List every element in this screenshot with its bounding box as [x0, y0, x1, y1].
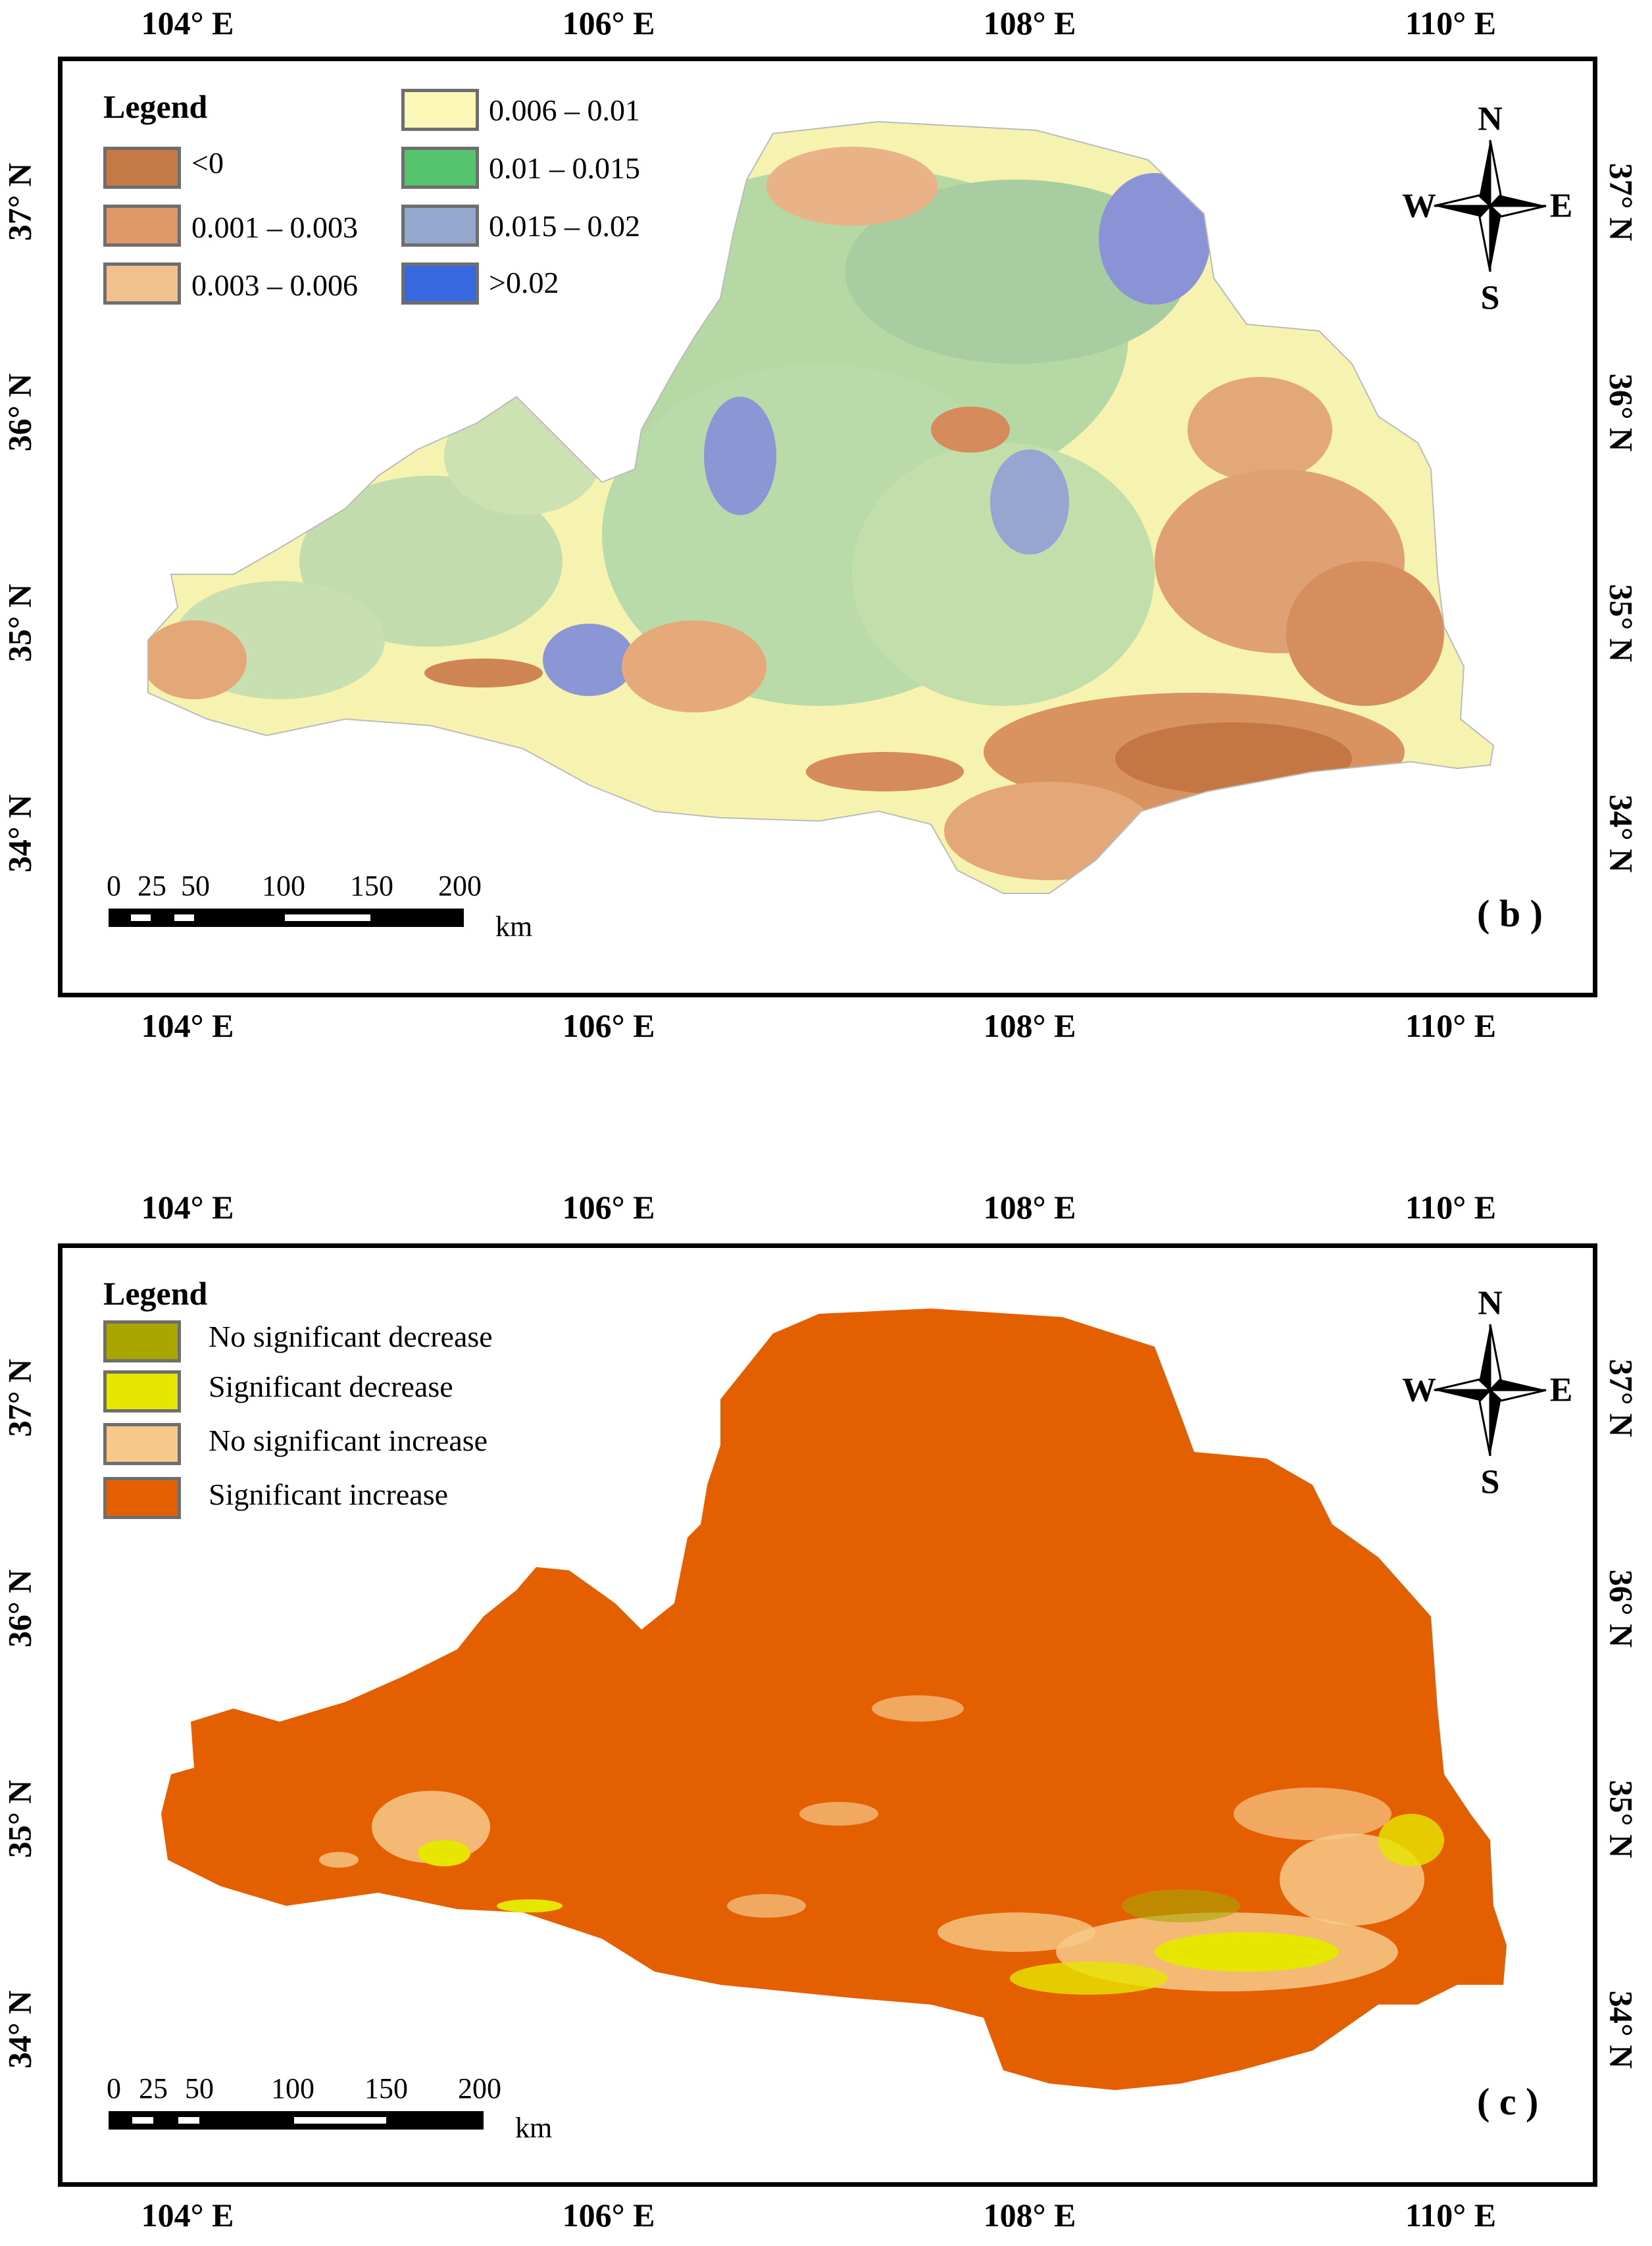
lon-label-108-top-c: 108° E	[983, 1189, 1076, 1226]
scale-bar-b: 0 25 50 100 150 200 km	[102, 869, 589, 961]
scale-unit-label-c: km	[515, 2112, 553, 2144]
lat-label-34-left: 34° N	[1, 794, 38, 873]
scale-tick-150-c: 150	[364, 2072, 408, 2105]
scale-tick-100-c: 100	[271, 2072, 314, 2105]
compass-east-label-c: E	[1549, 1371, 1573, 1409]
legend-label-b-1: 0.001 – 0.003	[191, 211, 358, 244]
north-arrow-b: N S W E	[1402, 100, 1572, 318]
scale-tick-0-c: 0	[107, 2072, 121, 2105]
lat-label-35-left-c: 35° N	[1, 1780, 38, 1859]
lat-label-34-left-c: 34° N	[1, 1990, 38, 2069]
legend-label-b-4: 0.01 – 0.015	[489, 151, 640, 185]
lat-label-36-right-c: 36° N	[1603, 1569, 1640, 1648]
scale-bar-graphic	[109, 909, 464, 927]
legend-swatch-b-1	[103, 205, 181, 247]
lon-label-110-bottom-c: 110° E	[1405, 2197, 1497, 2234]
lat-label-37-right-c: 37° N	[1603, 1359, 1640, 1437]
scale-tick-25: 25	[138, 870, 166, 902]
scale-tick-100: 100	[262, 870, 305, 902]
lon-label-110-top: 110° E	[1405, 5, 1497, 41]
compass-south-label: S	[1480, 279, 1500, 317]
legend-title-c: Legend	[103, 1275, 208, 1312]
scale-bar-graphic-c	[109, 2111, 484, 2130]
scale-tick-0: 0	[107, 870, 121, 902]
legend-swatch-c-1	[103, 1370, 181, 1412]
scale-tick-200-c: 200	[458, 2072, 501, 2105]
panel-label-b: ( b )	[1477, 892, 1543, 935]
north-arrow-c: N S W E	[1402, 1284, 1572, 1502]
lat-label-36-right: 36° N	[1603, 373, 1640, 452]
compass-west-label-c: W	[1402, 1371, 1436, 1409]
scale-tick-50-c: 50	[185, 2072, 214, 2105]
map-panel-c: 104° E 106° E 108° E 110° E 104° E 106° …	[0, 1188, 1652, 2246]
legend-swatch-c-0	[103, 1320, 181, 1362]
map-panel-b: 104° E 106° E 108° E 110° E 104° E 106° …	[0, 0, 1652, 1079]
legend-swatch-b-3	[401, 89, 479, 131]
legend-label-c-1: Significant decrease	[209, 1370, 453, 1403]
legend-swatch-b-0	[103, 147, 181, 189]
lon-label-106-bottom: 106° E	[562, 1007, 655, 1044]
lon-label-104-top: 104° E	[141, 5, 234, 41]
lon-label-108-bottom-c: 108° E	[983, 2197, 1076, 2234]
region-map-b	[147, 121, 1494, 894]
lat-label-37-right: 37° N	[1603, 162, 1640, 241]
compass-north-label-c: N	[1478, 1284, 1503, 1322]
legend-swatch-b-5	[401, 205, 479, 247]
scale-tick-200: 200	[438, 870, 482, 902]
lon-label-106-top-c: 106° E	[562, 1189, 655, 1226]
legend-label-c-3: Significant increase	[209, 1478, 449, 1511]
legend-title-b: Legend	[103, 88, 208, 125]
compass-east-label: E	[1549, 187, 1573, 225]
lon-label-110-bottom: 110° E	[1405, 1007, 1497, 1044]
lat-label-36-left-c: 36° N	[1, 1569, 38, 1648]
lat-label-36-left: 36° N	[1, 373, 38, 452]
compass-west-label: W	[1402, 187, 1436, 225]
legend-swatch-b-6	[401, 262, 479, 305]
lon-label-106-bottom-c: 106° E	[562, 2197, 655, 2234]
legend-label-b-6: >0.02	[489, 266, 559, 299]
legend-label-b-5: 0.015 – 0.02	[489, 209, 640, 243]
lon-label-104-bottom-c: 104° E	[141, 2197, 234, 2234]
scale-bar-c: 0 25 50 100 150 200 km	[102, 2072, 615, 2164]
lat-label-34-right-c: 34° N	[1603, 1990, 1640, 2069]
map-frame-c: Legend No significant decrease Significa…	[58, 1243, 1597, 2187]
scale-tick-25-c: 25	[139, 2072, 168, 2105]
legend-swatch-c-3	[103, 1477, 181, 1519]
legend-label-b-2: 0.003 – 0.006	[191, 268, 358, 302]
legend-label-b-3: 0.006 – 0.01	[489, 93, 640, 127]
lat-label-34-right: 34° N	[1603, 794, 1640, 873]
legend-swatch-c-2	[103, 1423, 181, 1465]
scale-tick-50: 50	[181, 870, 210, 902]
lat-label-35-right: 35° N	[1603, 584, 1640, 662]
lon-label-104-top-c: 104° E	[141, 1189, 234, 1226]
lat-label-37-left: 37° N	[1, 162, 38, 241]
legend-label-b-0: <0	[191, 146, 224, 180]
lon-label-108-top: 108° E	[983, 5, 1076, 41]
lat-label-35-right-c: 35° N	[1603, 1780, 1640, 1859]
compass-rose-icon-c	[1434, 1324, 1547, 1457]
region-map-c	[161, 1309, 1507, 2090]
legend-label-c-0: No significant decrease	[209, 1320, 493, 1353]
panel-label-c: ( c )	[1477, 2080, 1539, 2123]
lon-label-106-top: 106° E	[562, 5, 655, 41]
compass-south-label-c: S	[1480, 1463, 1500, 1501]
lat-label-35-left: 35° N	[1, 584, 38, 662]
lat-label-37-left-c: 37° N	[1, 1359, 38, 1437]
scale-unit-label: km	[495, 911, 533, 943]
lon-label-108-bottom: 108° E	[983, 1007, 1076, 1044]
compass-rose-icon	[1434, 139, 1547, 272]
legend-swatch-b-2	[103, 262, 181, 305]
compass-north-label: N	[1478, 100, 1503, 138]
scale-tick-150: 150	[350, 870, 393, 902]
legend-swatch-b-4	[401, 147, 479, 189]
lon-label-104-bottom: 104° E	[141, 1007, 234, 1044]
legend-label-c-2: No significant increase	[209, 1424, 488, 1457]
lon-label-110-top-c: 110° E	[1405, 1189, 1497, 1226]
map-frame-b: Legend <0 0.001 – 0.003 0.003 – 0.006 0.…	[58, 57, 1597, 997]
